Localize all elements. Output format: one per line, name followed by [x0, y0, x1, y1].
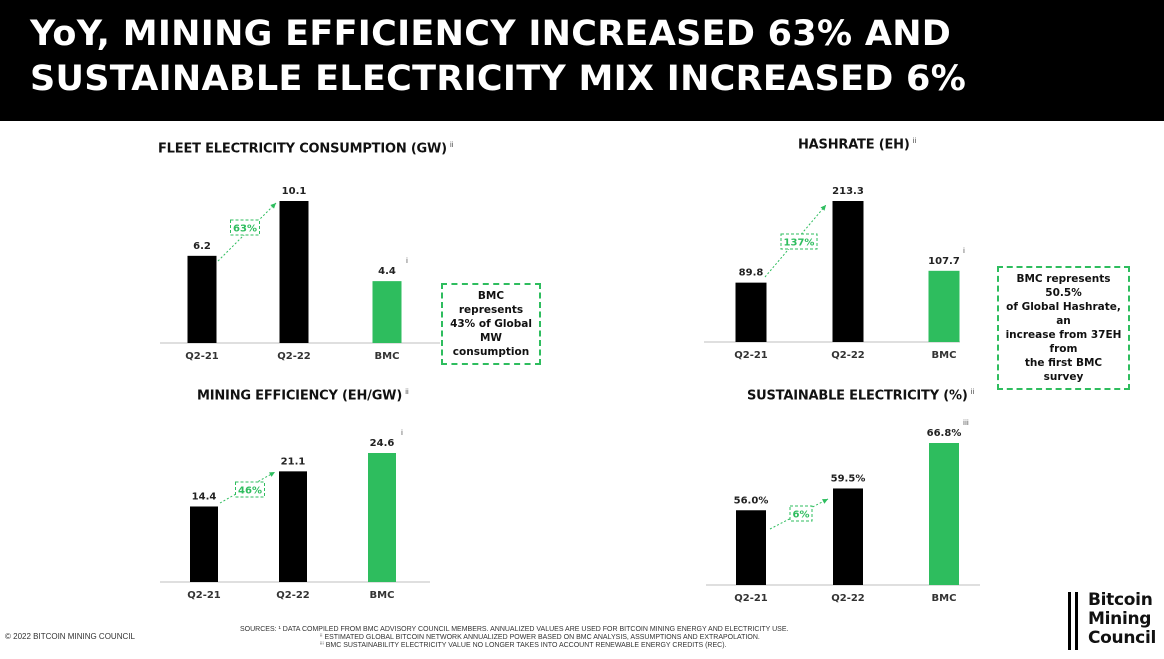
growth-label: 6% [793, 510, 810, 521]
chart-sustainable-electricity: SUSTAINABLE ELECTRICITY (%) ii 56.0% Q2-21… [582, 375, 1164, 625]
bmc-footnote-marker: i [963, 247, 965, 255]
bar-bmc [368, 453, 396, 582]
chart-hashrate: HASHRATE (EH) ii 89.8 Q2-21 213.3 Q2-22 107.7… [582, 125, 1164, 390]
bar-q2-21 [187, 255, 217, 343]
chart-title: MINING EFFICIENCY (EH/GW) ii [197, 388, 409, 404]
growth-badge [235, 481, 265, 498]
tick-label: BMC [370, 590, 395, 601]
growth-badge [789, 505, 813, 522]
tick-label: Q2-21 [734, 593, 768, 604]
chart-svg: 56.0% Q2-21 59.5% Q2-22 66.8% BMC iii 6% [706, 419, 980, 604]
growth-arrow-head [822, 499, 828, 504]
bar-q2-21 [190, 506, 218, 582]
bmc-footnote-marker: i [406, 257, 408, 265]
bar-q2-22 [833, 488, 863, 585]
sources-line-2: ⁱⁱ ESTIMATED GLOBAL BITCOIN NETWORK ANNU… [320, 634, 760, 641]
tick-label: Q2-21 [734, 350, 768, 361]
growth-arrow-head [820, 205, 826, 211]
growth-arrow-head [270, 203, 276, 209]
bar-q2-21 [736, 510, 766, 585]
tick-label: Q2-22 [277, 351, 311, 362]
data-label: 59.5% [831, 473, 866, 484]
logo-text: Bitcoin Mining Council [1088, 590, 1156, 648]
chart-mining-efficiency: MINING EFFICIENCY (EH/GW) ii 14.4 Q2-21 21.… [0, 375, 582, 625]
bar-bmc [372, 281, 402, 343]
data-label: 14.4 [192, 491, 217, 502]
tick-label: BMC [932, 350, 957, 361]
bar-q2-22 [279, 201, 309, 343]
header-title-line-2: SUSTAINABLE ELECTRICITY MIX INCREASED 6% [30, 59, 967, 99]
bar-q2-22 [279, 471, 307, 582]
chart-svg: 14.4 Q2-21 21.1 Q2-22 24.6 BMC i 46% [160, 429, 430, 601]
bar-q2-21 [735, 282, 767, 342]
chart-title: FLEET ELECTRICITY CONSUMPTION (GW) ii [158, 141, 454, 157]
header-title-line-1: YoY, MINING EFFICIENCY INCREASED 63% AND [30, 14, 952, 54]
callout-box: BMC represents 43% of Global MW consumpt… [441, 283, 541, 365]
data-label: 56.0% [734, 495, 769, 506]
growth-badge [780, 233, 818, 250]
chart-title: SUSTAINABLE ELECTRICITY (%) ii [747, 388, 975, 404]
growth-label: 63% [233, 224, 257, 235]
tick-label: Q2-22 [831, 350, 865, 361]
tick-label: Q2-21 [187, 590, 221, 601]
chart-title: HASHRATE (EH) ii [798, 137, 917, 153]
tick-label: Q2-22 [831, 593, 865, 604]
data-label: 107.7 [928, 256, 960, 267]
data-label: 66.8% [927, 428, 962, 439]
bar-q2-22 [832, 201, 864, 342]
bmc-footnote-marker: iii [963, 419, 969, 427]
copyright: © 2022 BITCOIN MINING COUNCIL [5, 632, 135, 641]
chart-svg: 89.8 Q2-21 213.3 Q2-22 107.7 BMC i 137% [704, 186, 965, 361]
growth-arrow [219, 471, 276, 504]
header-banner: YoY, MINING EFFICIENCY INCREASED 63% AND… [0, 0, 1164, 121]
data-label: 6.2 [193, 241, 211, 252]
chart-fleet-electricity: FLEET ELECTRICITY CONSUMPTION (GW) ii 6.2… [0, 125, 582, 375]
bar-bmc [929, 443, 959, 585]
tick-label: BMC [932, 593, 957, 604]
tick-label: BMC [375, 351, 400, 362]
data-label: 89.8 [739, 268, 764, 279]
tick-label: Q2-22 [276, 590, 310, 601]
callout-box: BMC represents 50.5% of Global Hashrate,… [997, 266, 1130, 390]
chart-svg: 6.2 Q2-21 10.1 Q2-22 4.4 BMC i 63% [160, 186, 440, 362]
growth-arrow-head [269, 472, 275, 477]
data-label: 213.3 [832, 186, 864, 197]
growth-label: 137% [784, 238, 815, 249]
growth-badge [230, 219, 260, 236]
sources-footnotes: SOURCES: ¹ DATA COMPILED FROM BMC ADVISO… [240, 626, 788, 650]
data-label: 21.1 [281, 456, 306, 467]
bmc-footnote-marker: i [401, 429, 403, 437]
bar-bmc [928, 270, 960, 342]
tick-label: Q2-21 [185, 351, 219, 362]
data-label: 10.1 [282, 186, 307, 197]
data-label: 24.6 [370, 438, 395, 449]
sources-line-3: ⁱⁱⁱ BMC SUSTAINABILITY ELECTRICITY VALUE… [320, 642, 727, 649]
sources-line-1: SOURCES: ¹ DATA COMPILED FROM BMC ADVISO… [240, 626, 789, 633]
data-label: 4.4 [378, 266, 396, 277]
growth-label: 46% [238, 486, 262, 497]
